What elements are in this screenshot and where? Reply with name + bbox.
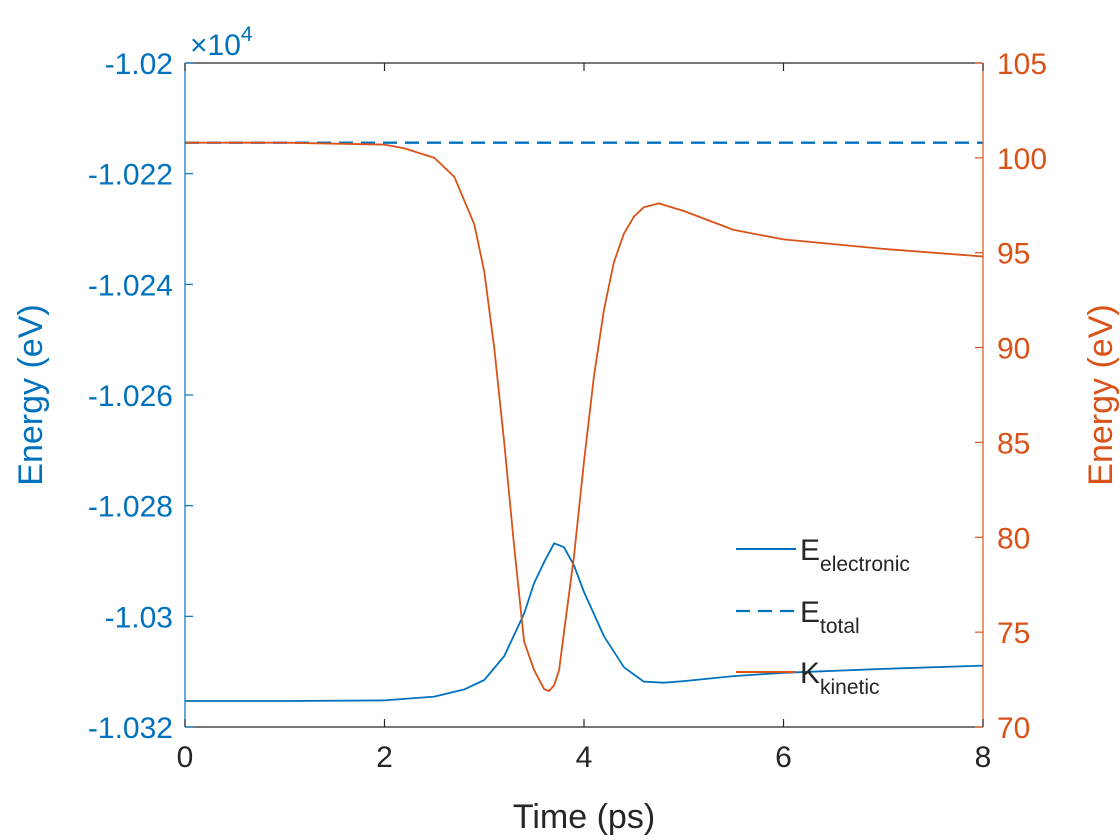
left-y-tick-label: -1.024 — [88, 269, 173, 302]
legend-label-electronic-main: E — [800, 534, 820, 567]
right-y-tick-label: 70 — [997, 712, 1030, 745]
x-axis-label: Time (ps) — [513, 798, 655, 836]
left-y-ticks: -1.032 -1.03 -1.028 -1.026 -1.024 -1.022 -1.02 — [88, 48, 193, 745]
legend-label-kinetic-main: K — [800, 657, 820, 690]
right-y-tick-label: 100 — [997, 143, 1047, 176]
plot-frame — [185, 63, 983, 727]
x-tick-label: 8 — [975, 741, 992, 774]
left-y-axis-label: Energy (eV) — [12, 304, 50, 485]
legend: Eelectronic Etotal Kkinetic — [736, 534, 910, 699]
left-y-tick-label: -1.028 — [88, 491, 173, 524]
right-y-axis-label: Energy (eV) — [1082, 304, 1120, 485]
right-y-tick-label: 90 — [997, 333, 1030, 366]
legend-item-kinetic: Kkinetic — [736, 657, 880, 699]
x-ticks: 0 2 4 6 8 — [177, 63, 992, 774]
exponent-power: 4 — [241, 23, 253, 46]
exponent-base: ×10 — [190, 29, 241, 62]
legend-item-total: Etotal — [736, 596, 860, 638]
right-y-tick-label: 105 — [997, 48, 1047, 81]
left-y-tick-label: -1.032 — [88, 712, 173, 745]
left-axis-exponent-label: ×104 — [190, 23, 253, 62]
series-line-electronic — [185, 542, 984, 702]
x-tick-label: 0 — [177, 741, 194, 774]
left-y-tick-label: -1.02 — [105, 48, 173, 81]
legend-label-kinetic-sub: kinetic — [820, 676, 880, 699]
x-tick-label: 2 — [376, 741, 393, 774]
legend-label-total-main: E — [800, 596, 820, 629]
series-line-kinetic — [185, 141, 984, 692]
right-y-tick-label: 95 — [997, 238, 1030, 271]
left-y-tick-label: -1.03 — [105, 601, 173, 634]
legend-label-electronic-sub: electronic — [820, 553, 910, 576]
plot-area — [184, 62, 984, 728]
legend-label-total-sub: total — [820, 615, 860, 638]
legend-label-electronic: Eelectronic — [800, 534, 910, 576]
left-y-tick-label: -1.026 — [88, 380, 173, 413]
right-y-tick-label: 80 — [997, 522, 1030, 555]
right-y-tick-label: 75 — [997, 617, 1030, 650]
series-layer — [185, 141, 984, 702]
legend-label-total: Etotal — [800, 596, 860, 638]
right-y-ticks: 70 75 80 85 90 95 100 105 — [975, 48, 1047, 745]
right-y-tick-label: 85 — [997, 427, 1030, 460]
legend-item-electronic: Eelectronic — [736, 534, 910, 576]
left-y-tick-label: -1.022 — [88, 159, 173, 192]
x-tick-label: 6 — [775, 741, 792, 774]
x-tick-label: 4 — [576, 741, 593, 774]
legend-label-kinetic: Kkinetic — [800, 657, 880, 699]
